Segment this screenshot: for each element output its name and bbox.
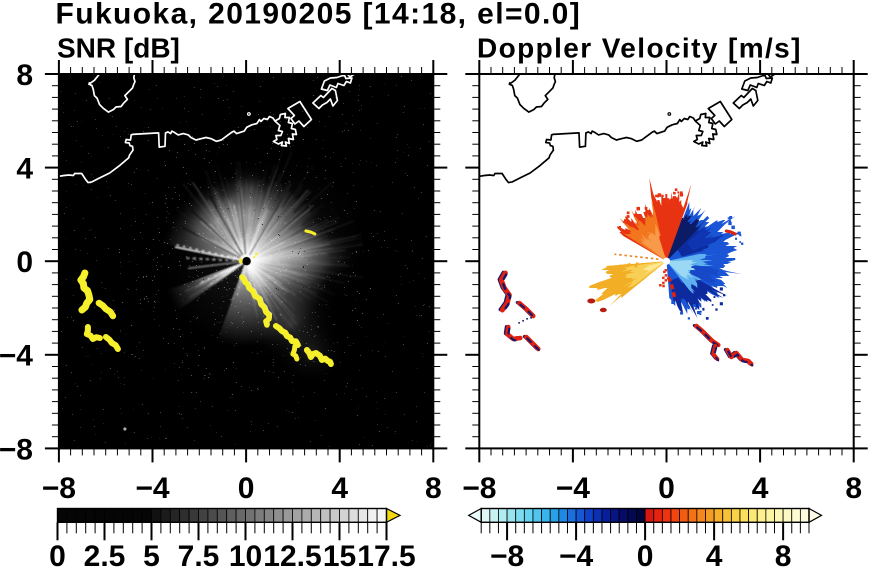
svg-text:4: 4 <box>16 153 33 186</box>
svg-text:0: 0 <box>238 472 255 505</box>
svg-text:−4: −4 <box>556 472 591 505</box>
svg-text:8: 8 <box>425 472 442 505</box>
svg-text:−8: −8 <box>490 540 524 570</box>
svg-text:2.5: 2.5 <box>84 540 126 570</box>
svg-text:−8: −8 <box>0 433 33 466</box>
svg-text:5: 5 <box>143 540 160 570</box>
svg-text:0: 0 <box>637 540 654 570</box>
svg-text:SNR [dB]: SNR [dB] <box>57 33 180 64</box>
svg-text:8: 8 <box>775 540 792 570</box>
svg-text:17.5: 17.5 <box>357 540 415 570</box>
svg-text:15: 15 <box>323 540 356 570</box>
svg-text:12.5: 12.5 <box>263 540 321 570</box>
svg-text:−8: −8 <box>42 472 76 505</box>
svg-text:8: 8 <box>16 59 33 92</box>
svg-text:8: 8 <box>845 472 862 505</box>
svg-text:0: 0 <box>16 246 33 279</box>
svg-text:10: 10 <box>229 540 262 570</box>
svg-text:4: 4 <box>752 472 769 505</box>
svg-text:0: 0 <box>49 540 66 570</box>
svg-text:4: 4 <box>706 540 723 570</box>
svg-text:Fukuoka, 20190205 [14:18, el=0: Fukuoka, 20190205 [14:18, el=0.0] <box>56 0 582 31</box>
svg-text:0: 0 <box>658 472 675 505</box>
svg-text:−4: −4 <box>559 540 594 570</box>
svg-text:−4: −4 <box>135 472 170 505</box>
svg-text:7.5: 7.5 <box>178 540 220 570</box>
svg-text:4: 4 <box>331 472 348 505</box>
svg-text:−8: −8 <box>462 472 496 505</box>
svg-text:Doppler Velocity [m/s]: Doppler Velocity [m/s] <box>477 33 802 64</box>
svg-text:−4: −4 <box>0 340 33 373</box>
